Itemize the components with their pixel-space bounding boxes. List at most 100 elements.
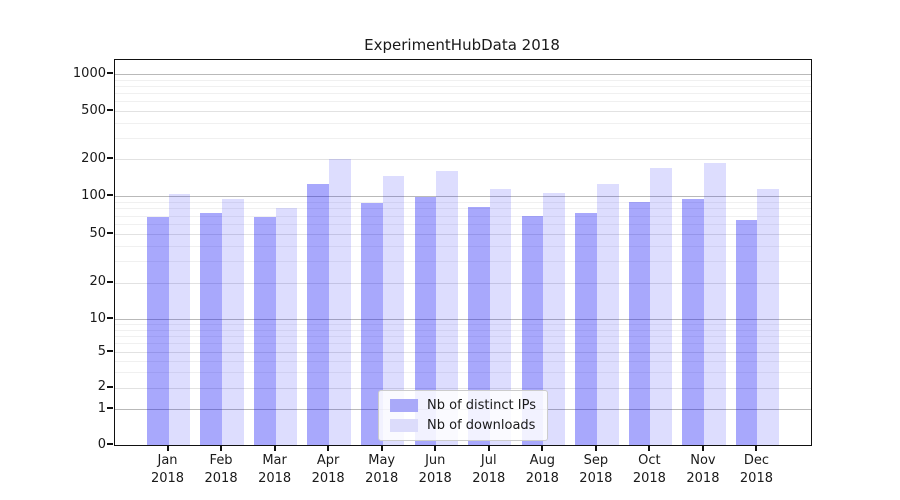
x-tick-label: Feb 2018	[189, 452, 253, 488]
x-tick-label: Jul 2018	[457, 452, 521, 488]
chart-title: ExperimentHubData 2018	[364, 36, 560, 54]
x-tick-label: Oct 2018	[617, 452, 681, 488]
x-tick-month: Dec	[743, 453, 770, 468]
x-tick-label: Jun 2018	[403, 452, 467, 488]
x-tick-month: Jan	[157, 453, 178, 468]
bar-downloads-aug	[543, 192, 565, 445]
x-tick-mark	[166, 445, 169, 451]
x-tick-year: 2018	[525, 471, 559, 487]
minor-gridline	[115, 329, 811, 331]
y-tick-label: 200	[81, 150, 106, 166]
x-tick-month: Sep	[583, 453, 609, 468]
minor-gridline	[115, 224, 811, 225]
minor-gridline	[115, 137, 811, 139]
bar-distinct-ips-feb	[200, 213, 223, 445]
y-tick-label: 0	[97, 436, 106, 452]
x-tick-label: Jan 2018	[136, 452, 200, 488]
y-tick-label: 50	[89, 225, 106, 241]
x-tick-year: 2018	[472, 471, 506, 487]
y-tick-label: 1000	[72, 65, 106, 81]
bar-distinct-ips-apr	[307, 184, 330, 445]
x-tick-month: May	[368, 453, 396, 468]
x-tick-mark	[755, 445, 758, 451]
legend: Nb of distinct IPs Nb of downloads	[378, 390, 548, 441]
minor-gridline	[115, 371, 811, 373]
y-tick-mark	[107, 350, 113, 352]
bar-downloads-oct	[650, 168, 673, 445]
x-tick-mark	[541, 445, 544, 451]
x-tick-month: Oct	[638, 453, 661, 468]
bar-downloads-dec	[757, 188, 780, 445]
y-tick-label: 2	[97, 379, 106, 394]
minor-gridline	[115, 215, 811, 217]
bar-distinct-ips-dec	[735, 219, 758, 445]
x-tick-year: 2018	[311, 471, 345, 487]
minor-gridline	[115, 360, 811, 362]
x-tick-label: Mar 2018	[243, 452, 307, 488]
legend-label-distinct-ips: Nb of distinct IPs	[427, 398, 536, 413]
x-tick-month: Aug	[529, 453, 555, 468]
bar-downloads-jun	[436, 170, 458, 445]
y-tick-mark	[107, 317, 113, 319]
legend-item-distinct-ips: Nb of distinct IPs	[390, 398, 536, 413]
minor-gridline	[115, 101, 811, 103]
x-tick-month: Nov	[690, 453, 716, 468]
gridline-10	[115, 319, 811, 320]
x-tick-label: Dec 2018	[724, 452, 788, 488]
x-tick-year: 2018	[204, 471, 238, 487]
bar-distinct-ips-may	[360, 203, 383, 445]
x-tick-mark	[594, 445, 597, 451]
minor-gridline	[115, 208, 811, 210]
legend-swatch-downloads	[390, 419, 419, 432]
y-tick-mark	[107, 157, 113, 159]
gridline-5	[115, 352, 811, 353]
y-tick-mark	[107, 407, 113, 409]
gridline-100	[115, 196, 811, 197]
minor-gridline	[115, 86, 811, 88]
bar-distinct-ips-sep	[575, 212, 597, 445]
bar-distinct-ips-oct	[628, 201, 651, 445]
x-tick-mark	[273, 445, 276, 451]
x-tick-mark	[648, 445, 651, 451]
bar-downloads-may	[382, 176, 405, 445]
bar-distinct-ips-jun	[414, 196, 437, 445]
x-tick-mark	[220, 445, 223, 451]
x-tick-year: 2018	[365, 471, 399, 487]
bar-distinct-ips-mar	[253, 217, 276, 445]
minor-gridline	[115, 93, 811, 95]
x-tick-year: 2018	[579, 471, 613, 487]
x-tick-mark	[701, 445, 704, 451]
minor-gridline	[115, 261, 811, 263]
legend-label-downloads: Nb of downloads	[427, 418, 536, 433]
x-tick-year: 2018	[150, 471, 185, 487]
minor-gridline	[115, 335, 811, 337]
x-tick-mark	[487, 445, 490, 451]
bar-downloads-sep	[596, 183, 619, 445]
x-tick-year: 2018	[686, 471, 720, 487]
x-tick-mark	[327, 445, 330, 451]
y-tick-label: 20	[89, 274, 106, 289]
y-tick-label: 500	[81, 102, 106, 118]
y-tick-mark	[107, 232, 113, 234]
minor-gridline	[115, 79, 811, 81]
gridline-500	[115, 111, 811, 112]
x-tick-label: Apr 2018	[296, 452, 360, 488]
y-tick-mark	[107, 385, 113, 388]
bar-downloads-jan	[168, 194, 191, 445]
x-tick-mark	[380, 445, 383, 451]
x-tick-mark	[434, 445, 437, 451]
y-tick-label: 1	[97, 400, 106, 416]
x-tick-year: 2018	[632, 471, 666, 487]
minor-gridline	[115, 201, 811, 203]
bar-downloads-mar	[275, 208, 298, 445]
x-tick-year: 2018	[418, 471, 452, 487]
x-tick-month: Mar	[262, 453, 287, 468]
y-tick-mark	[107, 72, 113, 75]
gridline-2	[115, 387, 811, 389]
x-tick-label: May 2018	[350, 452, 414, 488]
x-tick-year: 2018	[258, 471, 292, 487]
x-tick-month: Feb	[209, 453, 233, 468]
x-tick-month: Jul	[480, 453, 497, 468]
bar-distinct-ips-aug	[521, 216, 544, 445]
bar-distinct-ips-nov	[682, 199, 704, 445]
